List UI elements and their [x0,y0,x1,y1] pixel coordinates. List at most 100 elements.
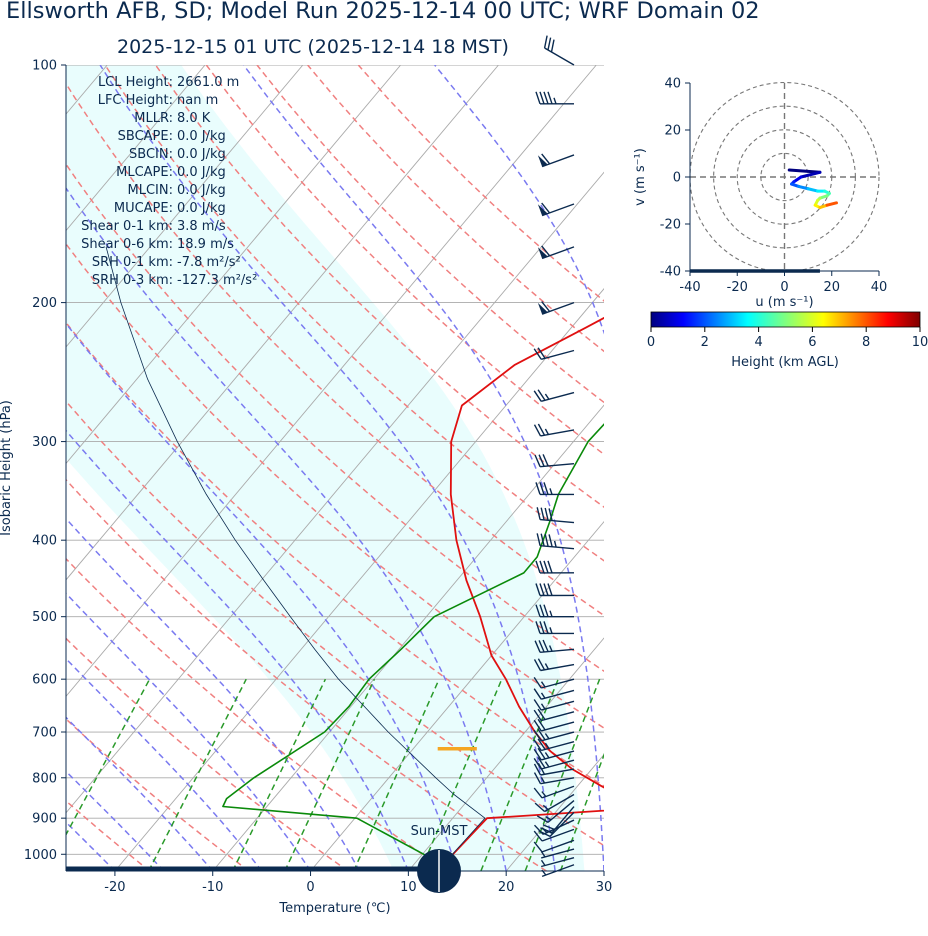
wind-barb-full [536,533,541,546]
wind-barb [533,747,575,761]
cape-shade-layer [66,65,585,871]
sounding-indices: LCL Height: 2661.0 m LFC Height: nan m MLLR:… [81,75,257,288]
wind-barb-half [540,703,546,710]
hodograph-x-tick-label: 20 [823,280,840,295]
wind-barb-full [533,763,542,776]
wind-barb-flag [537,204,548,216]
wind-barb-full [537,423,546,436]
wind-barb-full [543,604,549,617]
wind-barb-full [533,688,542,700]
wind-barb-full [541,202,551,214]
wind-barb-half [545,816,552,821]
index-label: SRH 0-3 km: [92,273,173,288]
wind-barb-full [538,454,545,467]
wind-barb-full [537,738,546,750]
wind-barb-full [550,39,555,53]
wind-barb-staff [541,349,575,360]
dry-adiabat [66,400,604,847]
wind-barb-full [539,621,545,634]
wind-barb-half [553,97,557,105]
wind-barb-full [543,621,549,634]
index-label: SRH 0-1 km: [92,255,173,270]
wind-barb-full [547,560,553,574]
hodograph-x-tick-label: -40 [679,280,700,295]
x-axis-label: Temperature (℃) [278,901,390,916]
index-label: Shear 0-1 km: [81,219,173,234]
wind-barb-staff [549,811,575,837]
wind-barb-full [535,91,541,105]
dry-adiabat-lines [66,65,604,871]
wind-barb-staff [541,848,575,859]
moist-adiabat [66,186,507,871]
wind-barb-full [537,718,546,731]
wind-barb-full [547,91,553,105]
dry-adiabat [205,65,604,456]
wind-barb-staff [541,711,575,722]
wind-barb [533,772,575,785]
wind-barb-half [544,733,550,740]
wind-barb-full [542,824,555,831]
mixing-ratio-line [559,752,604,871]
moist-adiabat [66,429,410,871]
colorbar-tick-label: 2 [701,335,709,350]
wind-barb-staff [540,545,575,550]
wind-barb-full [537,708,546,720]
isotherm-line [702,65,928,871]
wind-barb-half [544,752,550,759]
wind-barb-full [533,719,542,732]
colorbar-tick-label: 8 [862,335,870,350]
wind-barb-full [540,827,553,834]
wind-barb-full [548,534,553,547]
wind-barb-half [540,859,546,866]
colorbar-label: Height (km AGL) [731,355,839,370]
index-value: 3.8 m/s [177,219,226,234]
mixing-ratio-line [148,678,247,871]
y-tick-label: 400 [32,534,57,549]
index-label: LFC Height: [98,93,173,108]
wind-barb [533,389,575,402]
y-tick-label: 200 [32,296,57,311]
mixing-ratio-lines [66,678,604,871]
wind-barb-staff [540,518,575,524]
wind-barb-full [539,91,545,105]
wind-barb-full [533,699,542,711]
index-value: 0.0 J/kg [177,129,226,144]
page-subtitle: 2025-12-15 01 UTC (2025-12-14 18 MST) [117,36,509,58]
wind-barb [535,560,575,574]
hodograph-y-label: v (m s⁻¹) [633,148,648,206]
mixing-ratio-line [524,678,601,871]
dry-adiabat [66,162,604,673]
wind-barb-staff [544,47,575,66]
x-tick-label: 10 [400,880,417,895]
wind-barb-half [549,610,553,617]
y-tick-label: 100 [32,59,57,74]
y-tick-label: 800 [32,771,57,786]
wind-barb-full [537,347,546,359]
wind-barb [533,828,575,842]
index-value: -7.8 m²/s² [177,255,241,270]
index-label: SBCAPE: [118,129,173,144]
wind-barb-full [533,709,542,721]
wind-barb [540,857,575,868]
wind-barb [533,423,575,437]
index-label: MLLR: [134,111,173,126]
wind-barb-half [548,645,553,652]
wind-barb-full [539,604,545,617]
wind-barb-full [533,758,542,770]
index-label: LCL Height: [98,75,173,90]
wind-barb-staff [541,828,575,842]
wind-barb [535,604,575,618]
cape-shade [66,65,585,871]
colorbar-tick-label: 10 [912,335,928,350]
index-label: SBCIN: [129,147,173,162]
wind-barb-full [536,815,549,823]
isotherm-line [66,65,206,232]
wind-barb-full [541,301,551,312]
wind-barb [533,839,575,853]
wind-barb-full [540,507,545,521]
isotherm-line [408,637,604,871]
index-value: 8.0 K [177,111,211,126]
index-label: MLCIN: [128,183,173,198]
wind-barb-staff [540,463,575,468]
wind-barb [533,708,575,722]
